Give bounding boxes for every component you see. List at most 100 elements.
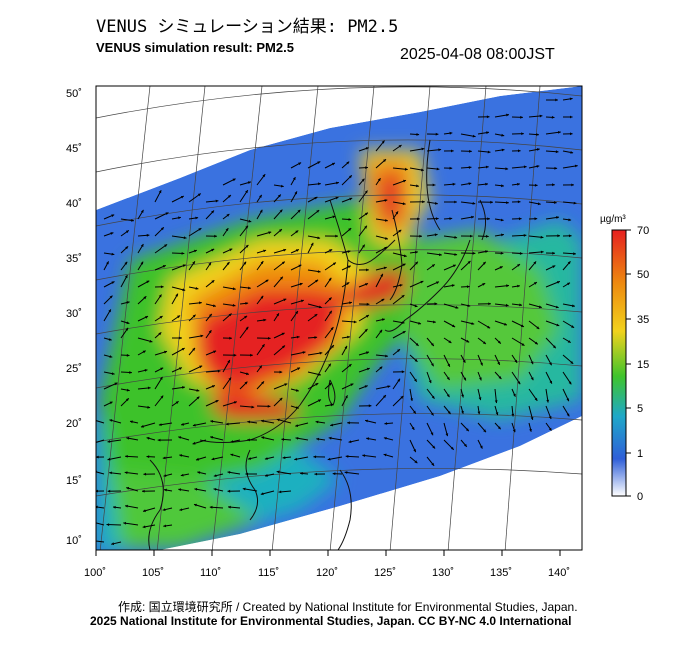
- wind-arrow-head: [548, 427, 552, 431]
- wind-arrow-head: [318, 399, 321, 403]
- wind-arrow-head: [245, 472, 248, 476]
- colorbar-label: 35: [637, 314, 649, 326]
- wind-arrow-head: [570, 361, 574, 364]
- wind-arrow-head: [377, 178, 381, 182]
- concentration-field: [96, 86, 582, 550]
- wind-arrow-head: [157, 438, 161, 442]
- lon-tick-label: 130˚: [432, 567, 454, 579]
- wind-arrow-head: [276, 470, 280, 474]
- wind-arrow-head: [448, 340, 452, 343]
- wind-arrow-head: [462, 359, 466, 363]
- lon-tick-label: 115˚: [258, 567, 279, 579]
- wind-arrow-head: [328, 363, 331, 367]
- wind-arrow-head: [265, 474, 268, 477]
- wind-arrow-head: [447, 363, 450, 367]
- wind-arrow-head: [259, 194, 262, 198]
- wind-arrow-head: [466, 339, 470, 343]
- wind-arrow-head: [247, 438, 250, 442]
- wind-arrow-head: [228, 505, 231, 509]
- wind-arrow-head: [182, 264, 186, 268]
- wind-arrow-head: [294, 191, 297, 195]
- wind-arrow-head: [366, 367, 370, 371]
- wind-arrow-head: [294, 457, 298, 461]
- wind-arrow-head: [179, 336, 182, 340]
- wind-arrow-head: [279, 397, 283, 401]
- wind-arrow-head: [109, 401, 113, 405]
- wind-arrow-head: [317, 236, 321, 240]
- wind-arrow-head: [143, 296, 147, 300]
- wind-arrow-head: [195, 287, 199, 290]
- wind-arrow-head: [361, 178, 365, 182]
- wind-arrow-head: [383, 266, 387, 270]
- wind-arrow-head: [245, 326, 249, 330]
- wind-arrow-head: [546, 399, 550, 403]
- wind-arrow-head: [140, 209, 144, 213]
- wind-arrow-head: [421, 147, 425, 151]
- wind-arrow-head: [349, 301, 352, 305]
- wind-arrow-head: [315, 279, 319, 283]
- wind-arrow-head: [534, 183, 538, 187]
- wind-arrow-head: [467, 261, 471, 264]
- wind-arrow-head: [149, 339, 153, 343]
- wind-arrow-head: [279, 209, 283, 213]
- wind-arrow-head: [192, 423, 196, 427]
- wind-arrow-head: [250, 353, 253, 357]
- wind-arrow-head: [192, 261, 195, 265]
- wind-arrow-head: [211, 280, 215, 284]
- wind-arrow-head: [142, 525, 146, 529]
- wind-arrow-head: [421, 168, 424, 172]
- wind-arrow-head: [106, 523, 110, 527]
- wind-arrow-head: [346, 161, 350, 165]
- wind-arrow-head: [398, 145, 402, 148]
- wind-arrow-head: [284, 383, 288, 386]
- wind-arrow-head: [416, 184, 419, 188]
- wind-arrow-head: [348, 228, 352, 231]
- wind-arrow-head: [315, 383, 319, 386]
- wind-arrow-head: [124, 261, 128, 265]
- wind-arrow-head: [114, 382, 118, 386]
- license-line: 2025 National Institute for Environmenta…: [90, 614, 572, 628]
- wind-arrow-head: [142, 489, 145, 493]
- wind-arrow-head: [381, 318, 385, 321]
- wind-arrow-head: [497, 361, 500, 365]
- wind-arrow: [96, 439, 105, 443]
- wind-arrow-head: [126, 321, 130, 325]
- wind-arrow-head: [314, 314, 318, 317]
- wind-arrow-head: [436, 281, 439, 285]
- wind-arrow-head: [533, 261, 537, 265]
- wind-arrow-head: [362, 244, 365, 248]
- lat-tick-label: 20˚: [66, 418, 82, 430]
- wind-arrow-head: [505, 167, 509, 171]
- lat-tick-label: 50˚: [66, 88, 82, 100]
- wind-arrow-head: [366, 268, 369, 272]
- wind-arrow-head: [364, 329, 368, 332]
- wind-arrow-head: [211, 457, 215, 461]
- wind-arrow-head: [92, 442, 95, 445]
- wind-arrow-head: [401, 370, 405, 374]
- wind-arrow-head: [146, 280, 150, 284]
- wind-arrow-head: [471, 215, 474, 219]
- wind-arrow-head: [517, 284, 520, 288]
- wind-arrow-head: [536, 133, 539, 136]
- wind-arrow-head: [263, 318, 267, 322]
- wind-arrow-head: [182, 386, 185, 389]
- wind-arrow-head: [435, 201, 438, 205]
- wind-arrow-head: [574, 164, 578, 168]
- wind-arrow-head: [124, 275, 128, 279]
- wind-arrow-head: [487, 325, 491, 329]
- colorbar-label: 5: [637, 403, 643, 415]
- wind-arrow-head: [365, 166, 368, 170]
- wind-arrow-head: [298, 264, 302, 268]
- lat-tick-label: 40˚: [66, 198, 82, 210]
- wind-arrow-head: [568, 234, 572, 238]
- wind-arrow-head: [345, 395, 348, 399]
- wind-arrow-head: [330, 423, 334, 427]
- wind-arrow-head: [181, 252, 185, 255]
- wind-arrow-head: [107, 489, 111, 493]
- wind-arrow-head: [556, 281, 560, 284]
- wind-arrow-head: [364, 385, 368, 388]
- wind-arrow-head: [383, 453, 387, 457]
- wind-arrow-head: [468, 166, 472, 169]
- wind-arrow-head: [232, 178, 236, 182]
- wind-arrow-head: [261, 436, 265, 440]
